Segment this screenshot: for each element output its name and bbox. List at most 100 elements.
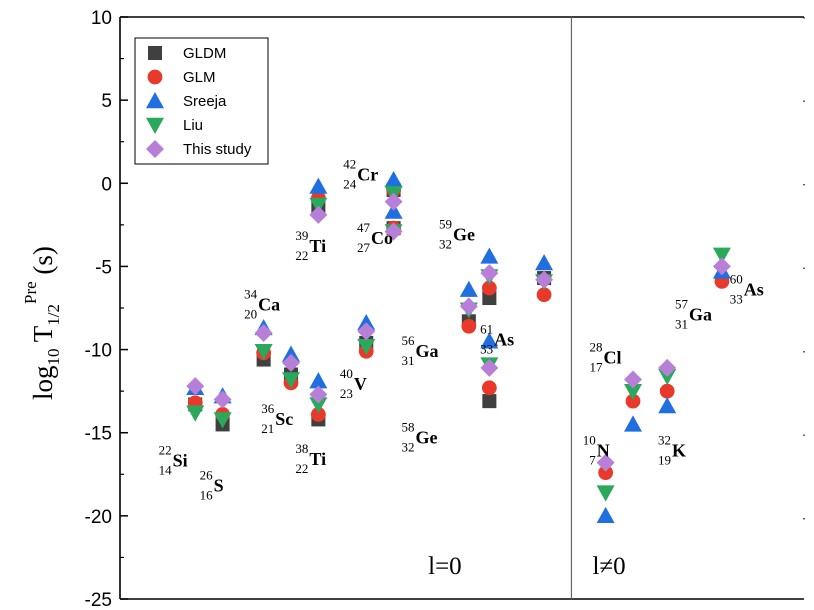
nuclide-label: 59 32 Ge bbox=[439, 216, 475, 251]
point-glm bbox=[481, 380, 497, 396]
point-this-study bbox=[712, 257, 731, 276]
point-this-study bbox=[596, 453, 615, 472]
point-liu bbox=[712, 247, 731, 264]
legend-label: This study bbox=[183, 141, 252, 158]
point-liu bbox=[309, 397, 328, 414]
nuclide-mass: 58 bbox=[401, 419, 414, 434]
nuclide-charge: 33 bbox=[730, 291, 743, 306]
point-glm bbox=[625, 393, 641, 409]
nuclide-label: 26 16 S bbox=[200, 468, 224, 503]
nuclide-symbol: Ga bbox=[689, 304, 712, 324]
nuclide-mass: 28 bbox=[590, 340, 603, 355]
legend-marker bbox=[146, 140, 164, 158]
point-this-study bbox=[282, 353, 300, 372]
point-sreeja bbox=[357, 313, 376, 331]
nuclide-charge: 32 bbox=[401, 439, 414, 454]
nuclide-mass: 22 bbox=[159, 443, 172, 458]
point-this-study bbox=[384, 192, 403, 211]
y-tick-label: -25 bbox=[85, 590, 112, 610]
point-sreeja bbox=[282, 345, 300, 362]
nuclide-mass: 59 bbox=[439, 216, 452, 231]
point-gldm bbox=[482, 394, 497, 409]
point-sreeja bbox=[480, 247, 499, 264]
point-this-study bbox=[624, 370, 642, 389]
point-this-study bbox=[384, 222, 403, 241]
nuclide-charge: 7 bbox=[589, 453, 596, 468]
legend-entry: This study bbox=[146, 140, 252, 158]
legend-marker bbox=[147, 45, 163, 61]
point-this-study bbox=[535, 270, 554, 289]
nuclide-symbol: Ga bbox=[415, 341, 438, 361]
point-liu bbox=[309, 197, 328, 214]
nuclide-charge: 19 bbox=[658, 453, 671, 468]
y-axis-ticks: 10 5 0 -5 -10 -15 -20 -25 bbox=[85, 8, 128, 610]
nuclide-symbol: S bbox=[214, 476, 224, 496]
nuclide-label: 58 32 Ge bbox=[401, 419, 437, 454]
y-axis-title-part: log bbox=[28, 365, 58, 400]
nuclide-symbol: N bbox=[597, 441, 610, 461]
data-points bbox=[186, 170, 731, 524]
point-this-study bbox=[480, 358, 499, 377]
nuclide-symbol: Si bbox=[173, 451, 188, 471]
nuclide-charge: 23 bbox=[340, 386, 353, 401]
point-liu bbox=[658, 368, 677, 386]
point-this-study bbox=[459, 297, 478, 316]
point-this-study bbox=[357, 322, 376, 341]
nuclide-charge: 22 bbox=[295, 461, 308, 476]
nuclide-label: 61 33 As bbox=[480, 321, 514, 356]
nuclide-label: 10 7 N bbox=[583, 433, 610, 468]
point-sreeja bbox=[459, 280, 478, 297]
legend-label: Sreeja bbox=[183, 93, 227, 110]
point-this-study bbox=[213, 390, 232, 409]
point-glm bbox=[481, 280, 497, 296]
nuclide-label: 28 17 Cl bbox=[590, 340, 622, 375]
y-axis-label: log10 T1/2Pre (s) bbox=[21, 246, 63, 400]
nuclide-label: 34 20 Ca bbox=[244, 286, 280, 321]
point-liu bbox=[357, 339, 376, 356]
legend-entry: GLM bbox=[147, 69, 216, 86]
nuclide-mass: 38 bbox=[295, 441, 308, 456]
nuclide-charge: 14 bbox=[159, 463, 173, 478]
nuclide-charge: 31 bbox=[675, 316, 688, 331]
y-tick-label: 5 bbox=[101, 91, 112, 112]
legend: GLDM GLM Sreeja Liu This study bbox=[134, 37, 269, 165]
y-tick-label: -20 bbox=[85, 507, 112, 528]
nuclide-mass: 47 bbox=[357, 220, 371, 235]
nuclide-label: 40 23 V bbox=[340, 366, 367, 401]
nuclide-symbol: Co bbox=[371, 228, 393, 248]
point-sreeja bbox=[535, 254, 554, 271]
point-liu bbox=[596, 485, 615, 502]
nuclide-charge: 22 bbox=[295, 248, 308, 263]
nuclide-mass: 32 bbox=[658, 433, 671, 448]
point-this-study bbox=[186, 377, 205, 396]
nuclide-charge: 16 bbox=[200, 488, 214, 503]
nuclide-symbol: K bbox=[672, 441, 686, 461]
point-this-study bbox=[254, 323, 273, 342]
y-axis-title-part: 1/2 bbox=[44, 304, 63, 326]
point-this-study bbox=[309, 385, 328, 404]
nuclide-mass: 57 bbox=[675, 296, 689, 311]
nuclide-symbol: Sc bbox=[275, 409, 293, 429]
nuclide-label: 60 33 As bbox=[730, 271, 764, 306]
point-liu bbox=[254, 344, 273, 361]
nuclide-charge: 27 bbox=[357, 240, 371, 255]
nuclide-mass: 39 bbox=[295, 228, 308, 243]
point-this-study bbox=[480, 264, 499, 283]
point-liu bbox=[213, 412, 232, 429]
nuclide-symbol: V bbox=[354, 374, 367, 394]
nuclide-label: 57 31 Ga bbox=[675, 296, 712, 331]
nuclide-charge: 20 bbox=[244, 306, 257, 321]
y-tick-label: 10 bbox=[91, 8, 112, 29]
nuclide-symbol: Ge bbox=[453, 224, 475, 244]
series-this-study bbox=[186, 192, 731, 472]
region-label: l≠0 bbox=[592, 553, 625, 580]
y-tick-label: 0 bbox=[101, 174, 112, 195]
nuclide-label: 47 27 Co bbox=[357, 220, 393, 255]
point-sreeja bbox=[384, 202, 403, 219]
nuclide-mass: 36 bbox=[261, 401, 275, 416]
nuclide-symbol: Ge bbox=[415, 427, 437, 447]
nuclide-charge: 32 bbox=[439, 236, 452, 251]
nuclide-mass: 10 bbox=[583, 433, 596, 448]
point-glm bbox=[659, 383, 675, 399]
y-axis-title-part: Pre bbox=[21, 281, 40, 304]
